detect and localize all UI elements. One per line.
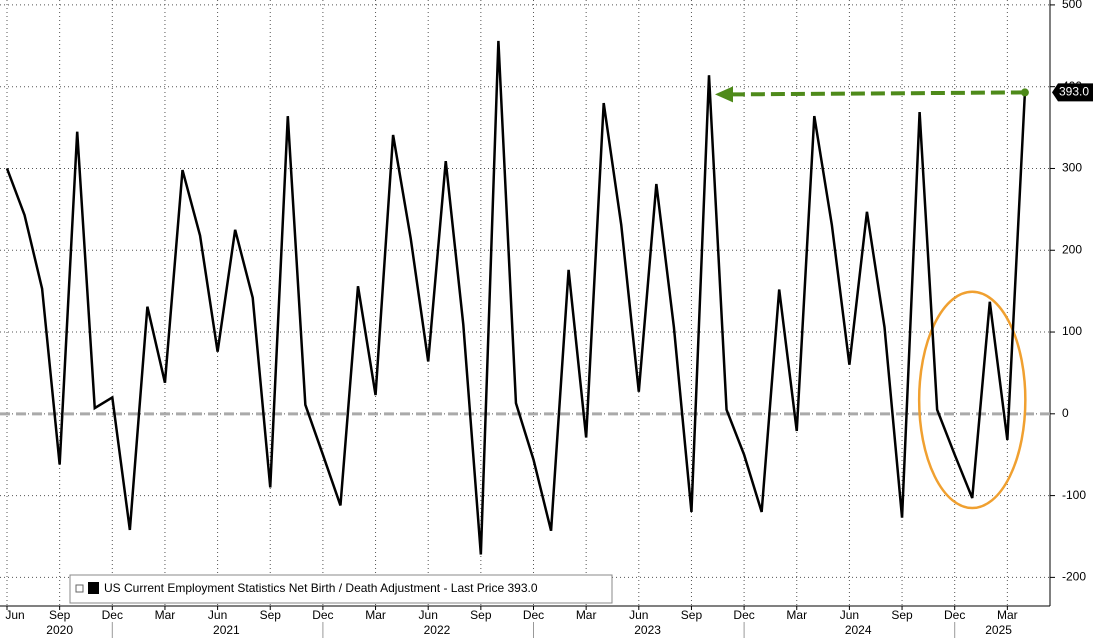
x-tick-label: Sep [49, 608, 71, 622]
last-price-tag [1052, 83, 1093, 102]
x-tick-label: Sep [470, 608, 492, 622]
x-tick-label: Mar [997, 608, 1018, 622]
x-tick-label: Jun [208, 608, 227, 622]
x-tick-label: Jun [5, 608, 24, 622]
arrow-dot [1020, 88, 1029, 97]
x-tick-label: Jun [840, 608, 859, 622]
x-group-label: 2025 [985, 623, 1012, 637]
y-tick-label: -100 [1062, 488, 1086, 502]
x-tick-label: Dec [733, 608, 754, 622]
arrow-shaft [730, 90, 1025, 97]
legend-label: US Current Employment Statistics Net Bir… [104, 581, 538, 595]
x-group-label: 2022 [424, 623, 451, 637]
legend-box [69, 574, 613, 604]
y-tick-label: 500 [1062, 0, 1082, 11]
x-tick-label: Jun [419, 608, 438, 622]
x-tick-label: Dec [944, 608, 965, 622]
legend-swatch [88, 582, 99, 594]
data-line [5, 40, 1027, 555]
y-tick-label: -200 [1062, 570, 1086, 584]
highlight-ellipse [917, 290, 1027, 510]
x-tick-label: Mar [155, 608, 176, 622]
last-price-label: 393.0 [1059, 85, 1089, 99]
y-tick-label: 100 [1062, 324, 1082, 338]
y-tick-label: 200 [1062, 242, 1082, 256]
x-tick-label: Sep [260, 608, 282, 622]
x-tick-label: Dec [312, 608, 333, 622]
arrow-head [715, 86, 733, 103]
x-group-label: 2021 [213, 623, 240, 637]
y-tick-label: 300 [1062, 161, 1082, 175]
x-tick-label: Jun [629, 608, 648, 622]
y-tick-label: 0 [1062, 406, 1069, 420]
legend: US Current Employment Statistics Net Bir… [69, 574, 613, 604]
legend-toggle [75, 584, 84, 593]
x-group-label: 2020 [46, 623, 73, 637]
x-tick-label: Sep [681, 608, 703, 622]
x-group-label: 2023 [634, 623, 661, 637]
x-tick-label: Mar [365, 608, 386, 622]
x-tick-label: Mar [576, 608, 597, 622]
x-tick-label: Sep [891, 608, 913, 622]
x-tick-label: Dec [523, 608, 544, 622]
x-tick-label: Mar [786, 608, 807, 622]
x-tick-label: Dec [102, 608, 123, 622]
x-group-label: 2024 [845, 623, 872, 637]
